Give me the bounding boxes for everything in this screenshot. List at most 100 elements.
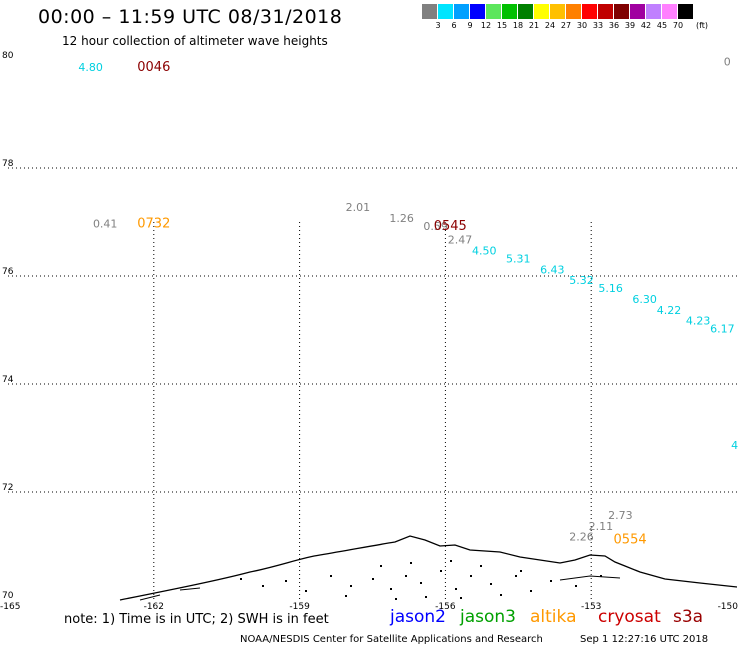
- lon-tick-label: -153: [581, 602, 601, 612]
- colorbar-label: 6: [451, 21, 457, 30]
- wave-height-label: 4.80: [78, 61, 103, 74]
- colorbar-swatch: [598, 4, 614, 19]
- pass-time-label: 0732: [137, 216, 170, 231]
- lake-dot: [240, 578, 242, 580]
- wave-height-label: 4.23: [686, 315, 711, 328]
- lake-dot: [410, 562, 412, 564]
- lat-tick-label: 78: [2, 159, 14, 169]
- colorbar-label: 3: [435, 21, 441, 30]
- colorbar-swatch: [438, 4, 454, 19]
- legend-sat-altika: altika: [530, 607, 577, 627]
- colorbar-label: 18: [512, 21, 524, 30]
- colorbar-swatch: [614, 4, 630, 19]
- lake-dot: [405, 575, 407, 577]
- colorbar-swatch: [502, 4, 518, 19]
- colorbar-swatch: [630, 4, 646, 19]
- lake-dot: [440, 570, 442, 572]
- footer-credit: NOAA/NESDIS Center for Satellite Applica…: [240, 634, 543, 645]
- colorbar-swatch: [662, 4, 678, 19]
- lake-dot: [285, 580, 287, 582]
- lake-dot: [372, 578, 374, 580]
- colorbar-swatch: [486, 4, 502, 19]
- page-title: 00:00 – 11:59 UTC 08/31/2018: [38, 6, 343, 28]
- lake-dot: [455, 588, 457, 590]
- colorbar-swatch: [678, 4, 694, 19]
- wave-height-label: 2.11: [589, 520, 614, 533]
- colorbar-swatch: [566, 4, 582, 19]
- lake-dot: [420, 582, 422, 584]
- lake-dot: [490, 583, 492, 585]
- lake-dot: [345, 595, 347, 597]
- wave-height-label: 0.59: [423, 220, 448, 233]
- lake-dot: [600, 575, 602, 577]
- colorbar-label: 42: [640, 21, 652, 30]
- lon-tick-label: -162: [144, 602, 164, 612]
- lake-dot: [515, 575, 517, 577]
- lake-dot: [390, 588, 392, 590]
- lake-dot: [460, 597, 462, 599]
- lake-dot: [395, 598, 397, 600]
- lat-tick-label: 72: [2, 483, 13, 493]
- colorbar-swatch: [534, 4, 550, 19]
- lake-dot: [520, 570, 522, 572]
- colorbar-swatch: [582, 4, 598, 19]
- colorbar-swatch: [470, 4, 486, 19]
- lake-dot: [500, 594, 502, 596]
- wave-height-label: 6.30: [632, 293, 657, 306]
- lake-dot: [450, 560, 452, 562]
- wave-height-label: 2.01: [346, 201, 371, 214]
- pass-time-label: 0545: [434, 219, 467, 234]
- wave-height-label: 4: [731, 439, 738, 452]
- colorbar-unit: (ft): [695, 21, 709, 30]
- coastline-detail: [139, 575, 621, 601]
- colorbar-swatch: [422, 4, 438, 19]
- lon-tick-label: -150: [718, 602, 739, 612]
- lake-dot: [575, 585, 577, 587]
- wave-height-label: 5.16: [598, 282, 623, 295]
- wave-height-label: 0.41: [93, 217, 118, 230]
- lon-tick-label: -159: [289, 602, 310, 612]
- footer-note: note: 1) Time is in UTC; 2) SWH is in fe…: [64, 612, 329, 627]
- lake-dot: [305, 590, 307, 592]
- lake-dot: [480, 565, 482, 567]
- wave-height-label: 2.47: [448, 234, 473, 247]
- wave-height-label: 4.22: [657, 304, 682, 317]
- wave-height-label: 6.43: [540, 263, 565, 276]
- wave-height-label: 6.17: [710, 323, 735, 336]
- page-subtitle: 12 hour collection of altimeter wave hei…: [62, 34, 328, 48]
- wave-height-label: 4.50: [472, 244, 497, 257]
- pass-time-label: 0046: [137, 60, 170, 75]
- colorbar-label: 15: [496, 21, 508, 30]
- lake-dot: [262, 585, 264, 587]
- colorbar-swatch: [550, 4, 566, 19]
- lon-tick-label: -156: [435, 602, 456, 612]
- colorbar-label: 45: [656, 21, 668, 30]
- wave-height-label: 2.26: [569, 531, 594, 544]
- wave-height-label: 5.32: [569, 274, 594, 287]
- lat-tick-label: 76: [2, 267, 14, 277]
- legend-sat-jason2: jason2: [390, 607, 446, 627]
- lake-dot: [330, 575, 332, 577]
- colorbar-swatch: [454, 4, 470, 19]
- lake-dot: [380, 565, 382, 567]
- colorbar-label: 21: [528, 21, 540, 30]
- colorbar-swatch: [646, 4, 662, 19]
- colorbar-label: 70: [672, 21, 684, 30]
- legend-sat-cryosat: cryosat: [598, 607, 661, 627]
- lake-dot: [550, 580, 552, 582]
- colorbar-label: 39: [624, 21, 636, 30]
- pass-time-label: 0554: [614, 532, 647, 547]
- wave-height-label: 2.73: [608, 509, 633, 522]
- colorbar-label: 30: [576, 21, 588, 30]
- colorbar-label: 9: [467, 21, 473, 30]
- lat-tick-label: 74: [2, 375, 14, 385]
- lake-dot: [470, 575, 472, 577]
- lake-dot: [530, 590, 532, 592]
- colorbar-label: 12: [480, 21, 492, 30]
- footer-timestamp: Sep 1 12:27:16 UTC 2018: [580, 634, 709, 645]
- lat-tick-label: 70: [2, 591, 14, 601]
- lat-tick-label: 80: [2, 51, 14, 61]
- coastline: [119, 535, 738, 601]
- lake-dot: [350, 585, 352, 587]
